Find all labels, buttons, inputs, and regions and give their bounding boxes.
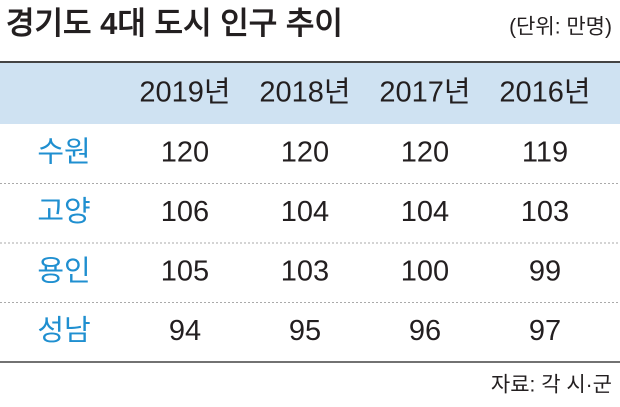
cell-value: 94 <box>169 315 201 347</box>
row-label: 고양 <box>37 196 90 228</box>
column-header: 2019년 <box>139 77 230 109</box>
column-header: 2018년 <box>259 77 350 109</box>
cell-value: 103 <box>281 255 329 287</box>
column-header: 2016년 <box>499 77 590 109</box>
cell-value: 120 <box>161 136 209 168</box>
row-label: 성남 <box>37 315 90 347</box>
cell-value: 105 <box>161 255 209 287</box>
cell-value: 104 <box>281 196 329 228</box>
unit-note: (단위: 만명) <box>509 16 612 39</box>
cell-value: 106 <box>161 196 209 228</box>
cell-value: 103 <box>521 196 569 228</box>
title: 경기도 4대 도시 인구 추이 <box>6 6 343 41</box>
row-label: 수원 <box>37 136 90 168</box>
header-band <box>0 62 620 124</box>
cell-value: 100 <box>401 255 449 287</box>
column-header: 2017년 <box>379 77 470 109</box>
cell-value: 97 <box>529 315 561 347</box>
row-label: 용인 <box>37 255 90 287</box>
cell-value: 120 <box>401 136 449 168</box>
cell-value: 96 <box>409 315 441 347</box>
source: 자료: 각 시·군 <box>491 374 612 397</box>
cell-value: 99 <box>529 255 561 287</box>
cell-value: 104 <box>401 196 449 228</box>
cell-value: 119 <box>522 136 568 168</box>
cell-value: 95 <box>289 315 321 347</box>
cell-value: 120 <box>281 136 329 168</box>
